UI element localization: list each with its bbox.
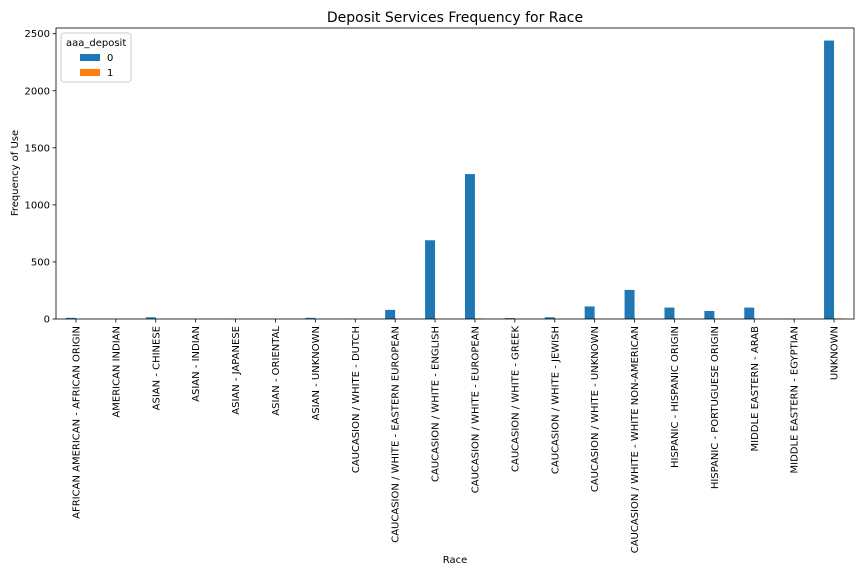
x-tick-label: UNKNOWN bbox=[830, 326, 841, 380]
bar-series-0-20 bbox=[824, 40, 835, 320]
x-tick-label: CAUCASION / WHITE - EASTERN EUROPEAN bbox=[391, 326, 402, 543]
legend-label: 1 bbox=[107, 68, 113, 79]
legend-title: aaa_deposit bbox=[66, 38, 126, 49]
y-tick-label: 1500 bbox=[25, 143, 50, 154]
x-tick-label: ASIAN - INDIAN bbox=[191, 326, 202, 402]
bar-series-0-15 bbox=[624, 289, 635, 319]
x-tick-label: ASIAN - UNKNOWN bbox=[311, 326, 322, 421]
x-tick-label: ASIAN - ORIENTAL bbox=[271, 326, 282, 416]
legend-swatch bbox=[80, 69, 100, 76]
y-tick-label: 1000 bbox=[25, 200, 50, 211]
x-tick-label: HISPANIC - PORTUGUESE ORIGIN bbox=[710, 326, 721, 489]
bar-series-0-3 bbox=[145, 317, 156, 319]
bar-series-0-16 bbox=[664, 307, 675, 319]
x-tick-label: AFRICAN AMERICAN - AFRICAN ORIGIN bbox=[71, 326, 82, 519]
x-tick-label: CAUCASION / WHITE - JEWISH bbox=[550, 326, 561, 474]
bar-series-0-9 bbox=[385, 309, 396, 319]
x-tick-label: CAUCASION / WHITE - ENGLISH bbox=[431, 326, 442, 482]
legend-swatch bbox=[80, 54, 100, 61]
y-tick-label: 2000 bbox=[25, 86, 50, 97]
x-tick-label: AMERICAN INDIAN bbox=[111, 326, 122, 418]
legend-items: 01 bbox=[80, 53, 113, 79]
x-tick-label: CAUCASION / WHITE - DUTCH bbox=[351, 326, 362, 473]
chart-title: Deposit Services Frequency for Race bbox=[327, 10, 583, 26]
bar-series-0-11 bbox=[464, 174, 475, 319]
bar-series-0-1 bbox=[65, 317, 76, 319]
plot-frame bbox=[55, 27, 855, 320]
x-tick-label: MIDDLE EASTERN - ARAB bbox=[750, 326, 761, 452]
y-tick-label: 500 bbox=[31, 257, 50, 268]
y-axis-label: Frequency of Use bbox=[10, 130, 21, 216]
x-axis-label: Race bbox=[443, 555, 468, 566]
x-tick-label: CAUCASION / WHITE - GREEK bbox=[510, 326, 521, 472]
bar-series-0-13 bbox=[544, 317, 555, 319]
x-tick-label: HISPANIC - HISPANIC ORIGIN bbox=[670, 326, 681, 468]
bar-series-0-7 bbox=[305, 317, 316, 319]
bar-series-0-17 bbox=[704, 311, 715, 319]
x-tick-label: MIDDLE EASTERN - EGYPTIAN bbox=[790, 326, 801, 473]
x-tick-label: ASIAN - JAPANESE bbox=[231, 326, 242, 415]
bar-series-0-14 bbox=[584, 306, 595, 319]
x-tick-label: ASIAN - CHINESE bbox=[151, 326, 162, 410]
legend: aaa_deposit 01 bbox=[60, 32, 132, 83]
bar-series-0-12 bbox=[504, 318, 515, 319]
bar-series-0-10 bbox=[425, 240, 436, 319]
plot-area: 0 500 1000 1500 2000 2500 AFRICAN AMERICAN - A… bbox=[25, 27, 855, 553]
legend-label: 0 bbox=[107, 53, 113, 64]
y-tick-label: 2500 bbox=[25, 29, 50, 40]
x-tick-label: CAUCASION / WHITE - EUROPEAN bbox=[470, 326, 481, 493]
x-tick-label: CAUCASION / WHITE - WHITE NON-AMERICAN bbox=[630, 326, 641, 553]
x-tick-label: CAUCASION / WHITE - UNKNOWN bbox=[590, 326, 601, 492]
y-tick-label: 0 bbox=[44, 315, 50, 326]
bar-series-0-18 bbox=[744, 307, 755, 319]
